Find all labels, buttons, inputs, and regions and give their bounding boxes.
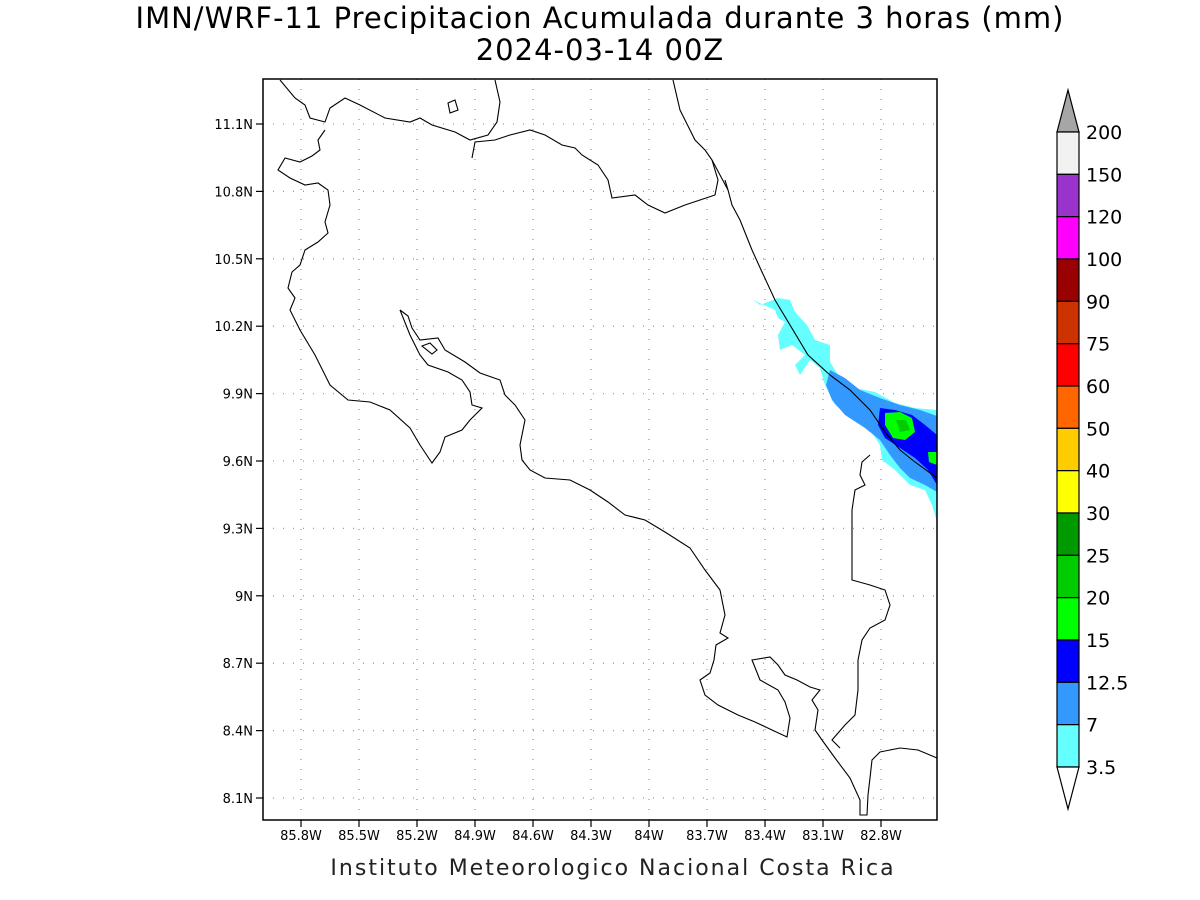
- lat-label: 11.1N: [214, 118, 253, 133]
- colorbar-label: 7: [1086, 715, 1098, 737]
- colorbar-over-triangle: [1056, 87, 1080, 133]
- map-date: 2024-03-14 00Z: [475, 33, 725, 67]
- lat-label: 8.1N: [223, 792, 253, 807]
- lon-label: 85.8W: [280, 829, 322, 844]
- map-gridlines: [263, 79, 937, 820]
- credit-footer: Instituto Meteorologico Nacional Costa R…: [330, 856, 896, 881]
- colorbar-swatch: [1056, 385, 1080, 429]
- colorbar-label: 150: [1086, 164, 1122, 186]
- lat-label: 10.8N: [214, 185, 253, 200]
- colorbar-swatch: [1056, 427, 1080, 472]
- colorbar-swatch: [1056, 258, 1080, 302]
- colorbar-swatch: [1056, 173, 1080, 218]
- colorbar-swatch: [1056, 216, 1080, 260]
- colorbar-under-triangle: [1056, 766, 1080, 812]
- colorbar-swatch: [1056, 554, 1080, 599]
- lon-label: 83.7W: [686, 829, 728, 844]
- colorbar-label: 75: [1086, 334, 1110, 356]
- colorbar-swatch: [1056, 681, 1080, 726]
- colorbar-label: 12.5: [1086, 672, 1128, 694]
- colorbar-label: 30: [1086, 503, 1110, 525]
- colorbar-label: 3.5: [1086, 757, 1116, 779]
- colorbar-swatch: [1056, 639, 1080, 683]
- colorbar-label: 200: [1086, 122, 1122, 144]
- coastline: [277, 79, 938, 816]
- colorbar-swatch: [1056, 597, 1080, 641]
- colorbar-swatch: [1056, 131, 1080, 175]
- lon-label: 85.5W: [338, 829, 380, 844]
- lat-label: 8.7N: [223, 657, 253, 672]
- map-frame: [262, 78, 938, 821]
- lon-label: 84.3W: [570, 829, 612, 844]
- colorbar-swatch: [1056, 300, 1080, 345]
- colorbar-label: 60: [1086, 376, 1110, 398]
- lat-label: 9N: [235, 590, 253, 605]
- map-axes: 11.1N 10.8N 10.5N 10.2N 9.9N 9.6N 9.3N 9N 8.7N 8.…: [214, 118, 902, 844]
- colorbar-label: 20: [1086, 588, 1110, 610]
- colorbar-label: 50: [1086, 418, 1110, 440]
- colorbar-label: 25: [1086, 545, 1110, 567]
- lat-label: 9.6N: [223, 455, 253, 470]
- lon-label: 85.2W: [396, 829, 438, 844]
- lon-label: 84W: [634, 829, 664, 844]
- lon-label: 83.4W: [744, 829, 786, 844]
- colorbar-label: 90: [1086, 291, 1110, 313]
- lon-label: 84.6W: [512, 829, 554, 844]
- map-title: IMN/WRF-11 Precipitacion Acumulada duran…: [135, 1, 1065, 35]
- lat-label: 10.5N: [214, 253, 253, 268]
- lon-label: 83.1W: [802, 829, 844, 844]
- lat-label: 8.4N: [223, 725, 253, 740]
- colorbar-label: 15: [1086, 630, 1110, 652]
- colorbar-swatch: [1056, 343, 1080, 387]
- colorbar-label: 100: [1086, 249, 1122, 271]
- colorbar-swatch: [1056, 724, 1080, 768]
- colorbar-label: 120: [1086, 207, 1122, 229]
- lat-label: 9.3N: [223, 522, 253, 537]
- precip-15mm-east: [928, 452, 937, 465]
- colorbar: 200 150 120 100 90 75 60 50 40 30 25 20 15 12.5 7 3.5: [1056, 87, 1128, 812]
- lon-label: 84.9W: [454, 829, 496, 844]
- colorbar-label: 40: [1086, 461, 1110, 483]
- lat-label: 10.2N: [214, 320, 253, 335]
- lon-label: 82.8W: [860, 829, 902, 844]
- precip-shading: [753, 298, 937, 522]
- precip-20mm: [896, 420, 910, 432]
- lat-label: 9.9N: [223, 388, 253, 403]
- colorbar-swatch: [1056, 470, 1080, 514]
- colorbar-swatch: [1056, 512, 1080, 556]
